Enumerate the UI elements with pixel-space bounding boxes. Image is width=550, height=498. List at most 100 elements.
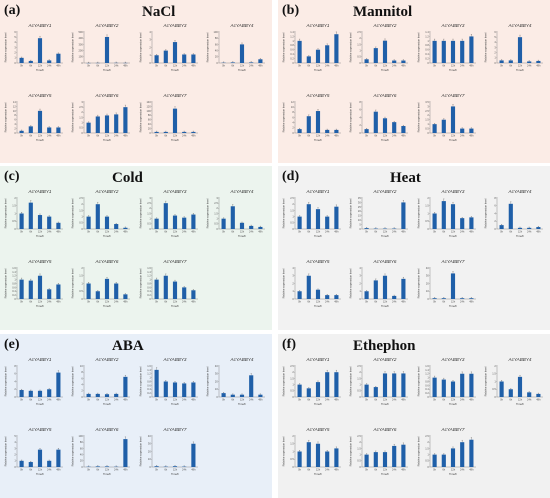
x-tick-label: 6h bbox=[442, 398, 445, 402]
y-tick-label: 2 bbox=[149, 206, 151, 210]
y-tick-label: 0 bbox=[427, 297, 429, 301]
x-tick-label: 12h bbox=[240, 398, 245, 402]
y-axis-label: Relative expression level bbox=[206, 366, 210, 396]
bar-chart-acyabby4: AcYABBY4 Relative expression level 0 0.5 1 1.… bbox=[484, 357, 543, 406]
x-tick-label: 6h bbox=[164, 230, 167, 234]
bar-chart-acyabby3: AcYABBY3 Relative expression level 00.51 1.… bbox=[139, 189, 198, 238]
panel-label: (b) bbox=[282, 3, 300, 18]
bar-chart-acyabby2: AcYABBY2 Relative expression level 0 2 4 6 8 10… bbox=[71, 357, 130, 406]
x-tick-label: 6h bbox=[307, 398, 310, 402]
y-tick-label: 4 bbox=[494, 40, 496, 44]
y-tick-label: 0.4 bbox=[425, 52, 429, 56]
x-tick-label: 12h bbox=[316, 134, 321, 138]
y-tick-label: 4 bbox=[14, 122, 16, 126]
x-tick-label: 0h bbox=[298, 230, 301, 234]
y-tick-label: 10 bbox=[426, 289, 429, 293]
x-tick-label: 12h bbox=[451, 398, 456, 402]
bar bbox=[364, 454, 369, 467]
bar bbox=[450, 40, 456, 63]
x-tick-label: 0h bbox=[87, 300, 90, 304]
y-axis-label: Relative expression level bbox=[4, 32, 8, 62]
x-tick-label: 6h bbox=[509, 64, 512, 68]
y-tick-label: 20 bbox=[426, 281, 429, 285]
panel-label: (d) bbox=[282, 169, 300, 184]
x-tick-label: 48h bbox=[56, 468, 61, 472]
gene-title: AcYABBY7 bbox=[441, 93, 465, 98]
bar-chart-acyabby5: AcYABBY5 Relative expression level 0 0.5 1 1.… bbox=[282, 427, 341, 476]
bar bbox=[297, 291, 302, 299]
bar bbox=[239, 222, 245, 229]
y-tick-label: 2 bbox=[292, 370, 294, 374]
x-tick-label: 48h bbox=[536, 230, 541, 234]
bar bbox=[315, 289, 321, 299]
y-tick-label: 6 bbox=[81, 376, 83, 380]
x-tick-label: 0h bbox=[222, 398, 225, 402]
y-tick-label: 0 bbox=[494, 395, 496, 399]
y-axis-label: Relative expression level bbox=[206, 32, 210, 62]
bar bbox=[499, 225, 504, 229]
x-tick-label: 48h bbox=[56, 398, 61, 402]
x-tick-label: 48h bbox=[191, 398, 196, 402]
y-tick-label: 4 bbox=[359, 266, 361, 270]
x-axis-label: Time/h bbox=[449, 68, 458, 72]
y-tick-label: 5 bbox=[494, 35, 496, 39]
y-tick-label: 1.2 bbox=[147, 372, 151, 376]
bar-chart-acyabby7: AcYABBY7 Relative expression level 00.20.4… bbox=[139, 259, 198, 308]
x-tick-label: 0h bbox=[365, 300, 368, 304]
x-tick-label: 48h bbox=[469, 134, 474, 138]
x-tick-label: 48h bbox=[56, 134, 61, 138]
x-tick-label: 0h bbox=[87, 398, 90, 402]
y-tick-label: 1 bbox=[149, 376, 151, 380]
x-tick-label: 24h bbox=[527, 230, 532, 234]
y-tick-label: 60 bbox=[80, 446, 83, 450]
y-tick-label: 0.2 bbox=[425, 56, 429, 60]
bar bbox=[460, 373, 465, 397]
panel-aba: (e) ABA AcYABBY1 Relative expression level 0… bbox=[0, 334, 272, 498]
gene-title: AcYABBY2 bbox=[373, 23, 397, 28]
y-tick-label: 1 bbox=[81, 281, 83, 285]
y-tick-label: 0 bbox=[149, 297, 151, 301]
x-tick-label: 12h bbox=[38, 398, 43, 402]
y-tick-label: 0 bbox=[427, 227, 429, 231]
y-axis-label: Relative expression level bbox=[4, 198, 8, 228]
y-tick-label: 1 bbox=[14, 211, 16, 215]
y-tick-label: 1.5 bbox=[12, 204, 16, 208]
bar bbox=[182, 383, 187, 397]
y-tick-label: 4 bbox=[14, 40, 16, 44]
gene-title: AcYABBY4 bbox=[230, 23, 254, 28]
y-tick-label: 0 bbox=[81, 61, 83, 65]
bar bbox=[469, 128, 474, 133]
bar-chart-acyabby4: AcYABBY4 Relative expression level 0 20 40 60… bbox=[206, 23, 265, 72]
x-tick-label: 24h bbox=[182, 64, 187, 68]
y-tick-label: 40 bbox=[148, 122, 151, 126]
gene-title: AcYABBY4 bbox=[230, 189, 254, 194]
bar bbox=[364, 228, 369, 229]
y-axis-label: Relative expression level bbox=[417, 198, 421, 228]
bar bbox=[123, 294, 128, 299]
bar bbox=[123, 376, 128, 397]
y-tick-label: 20 bbox=[148, 126, 151, 130]
y-tick-label: 30 bbox=[426, 274, 429, 278]
bar-chart-acyabby4: AcYABBY4 Relative expression level 0 10 20 30… bbox=[206, 357, 265, 406]
x-tick-label: 48h bbox=[334, 64, 339, 68]
bar bbox=[182, 217, 187, 229]
y-tick-label: 2 bbox=[14, 453, 16, 457]
y-axis-label: Relative expression level bbox=[282, 32, 286, 62]
y-axis-label: Relative expression level bbox=[417, 436, 421, 466]
x-tick-label: 48h bbox=[191, 230, 196, 234]
gene-title: AcYABBY5 bbox=[306, 259, 330, 264]
x-tick-label: 12h bbox=[451, 134, 456, 138]
y-tick-label: 2 bbox=[81, 202, 83, 206]
x-tick-label: 24h bbox=[114, 230, 119, 234]
y-tick-label: 1 bbox=[81, 215, 83, 219]
x-tick-label: 6h bbox=[164, 134, 167, 138]
x-tick-label: 48h bbox=[469, 230, 474, 234]
bar bbox=[306, 442, 311, 467]
y-tick-label: 0.5 bbox=[214, 222, 218, 226]
bar-chart-acyabby3: AcYABBY3 Relative expression level 0 1 2 3 4 0h… bbox=[139, 23, 198, 72]
bar bbox=[517, 227, 523, 229]
bar bbox=[123, 439, 128, 467]
y-tick-label: 1.2 bbox=[12, 274, 16, 278]
y-tick-label: 2 bbox=[81, 266, 83, 270]
